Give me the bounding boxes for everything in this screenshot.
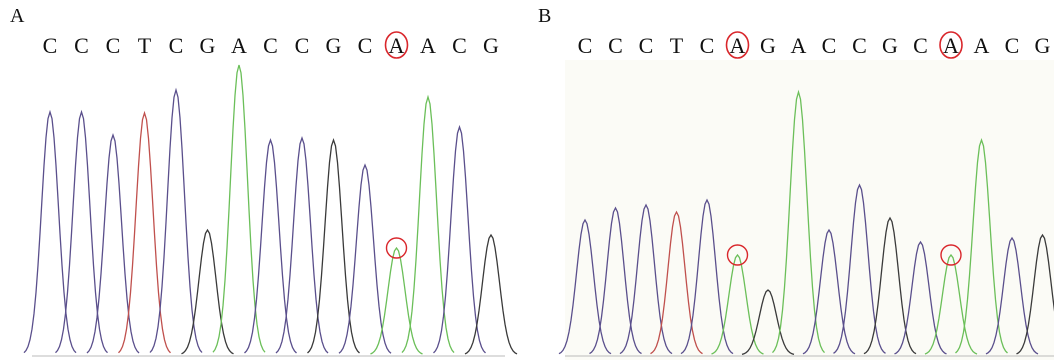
base-letter: G xyxy=(882,33,898,58)
panel-label: A xyxy=(10,5,25,27)
trace-peak xyxy=(150,90,202,353)
base-letter: C xyxy=(169,33,184,58)
base-letter: C xyxy=(608,33,623,58)
base-letter: C xyxy=(1005,33,1020,58)
base-letter: A xyxy=(791,33,807,58)
base-letter: T xyxy=(670,33,684,58)
base-letter: A xyxy=(943,33,959,58)
base-letter: C xyxy=(358,33,373,58)
base-letter: G xyxy=(326,33,342,58)
trace-peak xyxy=(402,97,454,353)
trace-peak xyxy=(87,135,139,353)
base-letter: G xyxy=(200,33,216,58)
trace-peak xyxy=(245,140,297,353)
base-letter: G xyxy=(1035,33,1051,58)
base-letter: A xyxy=(420,33,436,58)
base-letter: C xyxy=(913,33,928,58)
base-letter: C xyxy=(43,33,58,58)
panel-background xyxy=(565,60,1054,360)
trace-peak xyxy=(276,138,328,353)
base-letter: C xyxy=(452,33,467,58)
base-letter: A xyxy=(231,33,247,58)
base-letter: T xyxy=(138,33,152,58)
base-letter: C xyxy=(263,33,278,58)
trace-peak xyxy=(308,140,360,353)
panel-label: B xyxy=(538,5,551,27)
base-letter: G xyxy=(483,33,499,58)
base-letter: C xyxy=(74,33,89,58)
base-letter: C xyxy=(639,33,654,58)
base-letter: A xyxy=(730,33,746,58)
base-letter: C xyxy=(295,33,310,58)
chromatogram-figure: ACCCTCGACCGCAACGBCCCTCAGACCGCAACG xyxy=(0,0,1054,360)
trace-peak xyxy=(213,65,265,352)
base-letter: C xyxy=(578,33,593,58)
base-letter: A xyxy=(974,33,990,58)
base-letter: C xyxy=(822,33,837,58)
base-letter: A xyxy=(389,33,405,58)
base-letter: C xyxy=(700,33,715,58)
trace-peak xyxy=(119,113,171,353)
base-letter: C xyxy=(106,33,121,58)
trace-peak xyxy=(56,112,108,353)
base-letter: G xyxy=(760,33,776,58)
trace-peak xyxy=(182,230,234,354)
base-letter: C xyxy=(852,33,867,58)
trace-peak xyxy=(24,112,76,353)
